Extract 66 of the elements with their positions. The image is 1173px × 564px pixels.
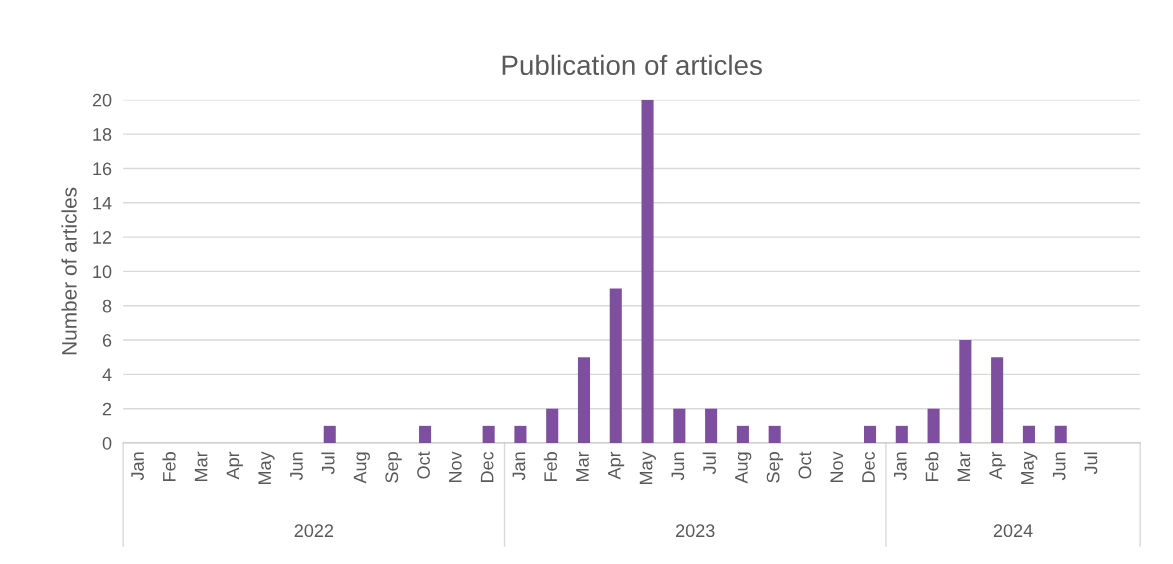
x-tick-label: Feb: [543, 452, 558, 481]
x-tick-label: Jan: [131, 452, 144, 481]
x-tick-label: May: [258, 451, 275, 484]
y-axis-title: Number of articles: [61, 187, 77, 355]
y-tick-label: 6: [102, 334, 112, 347]
bar: [323, 425, 336, 444]
y-tick-label: 18: [93, 128, 112, 141]
x-tick-label: Apr: [608, 451, 625, 480]
x-tick-label: Feb: [925, 452, 939, 481]
x-tick-label: Nov: [449, 451, 462, 482]
y-tick-label: 12: [93, 231, 112, 244]
x-tick-label: Mar: [576, 451, 589, 481]
bar: [895, 425, 908, 444]
x-tick-label: Jan: [894, 452, 907, 481]
x-tick-label: Jun: [1052, 452, 1066, 481]
x-tick-label: Oct: [417, 451, 430, 479]
bar: [863, 425, 877, 444]
x-tick-label: Mar: [957, 451, 971, 481]
chart-title: Publication of articles: [502, 54, 762, 76]
y-tick-label: 10: [93, 265, 112, 279]
bar: [546, 408, 559, 444]
bar: [482, 425, 495, 444]
x-tick-label: Feb: [162, 452, 176, 481]
y-tick-label: 2: [102, 402, 112, 416]
bar: [736, 425, 749, 444]
bar: [705, 408, 718, 444]
bar: [1054, 425, 1067, 444]
text: 2024: [993, 524, 1033, 538]
x-tick-label: Jul: [321, 452, 335, 475]
y-tick-label: 20: [92, 93, 112, 107]
x-tick-label: Jun: [290, 452, 303, 481]
bar: [991, 357, 1004, 444]
y-tick-label: 14: [93, 196, 112, 210]
bar: [959, 340, 972, 444]
x-tick-label: Dec: [480, 451, 494, 482]
x-tick-label: May: [1021, 451, 1038, 484]
text: 2022: [294, 524, 334, 538]
x-tick-label: Jul: [702, 452, 716, 475]
x-tick-label: Apr: [226, 451, 243, 480]
bar: [577, 357, 591, 444]
x-tick-label: Dec: [862, 451, 875, 482]
bar: [641, 99, 654, 444]
bar: [1022, 425, 1035, 444]
x-tick-label: Sep: [385, 452, 402, 483]
y-tick-label: 0: [102, 436, 112, 450]
y-tick-label: 16: [93, 162, 112, 176]
bar: [673, 408, 686, 444]
bar: [768, 425, 781, 444]
x-tick-label: Aug: [735, 452, 752, 484]
y-tick-label: 4: [102, 368, 112, 381]
x-tick-label: May: [639, 451, 656, 484]
x-tick-label: Jan: [512, 452, 526, 481]
bar: [609, 288, 622, 444]
x-tick-label: Jun: [671, 452, 685, 481]
x-tick-label: Apr: [989, 451, 1006, 480]
y-tick-label: 8: [102, 299, 112, 313]
x-tick-label: Oct: [798, 451, 812, 479]
text: 2023: [676, 524, 715, 538]
bar: [419, 425, 432, 444]
x-tick-label: Aug: [353, 452, 370, 484]
bar: [514, 425, 527, 444]
bar: [927, 408, 940, 444]
x-tick-label: Nov: [830, 451, 844, 482]
x-tick-label: Sep: [766, 452, 784, 483]
x-tick-label: Jul: [1084, 452, 1098, 475]
x-tick-label: Mar: [194, 451, 208, 481]
